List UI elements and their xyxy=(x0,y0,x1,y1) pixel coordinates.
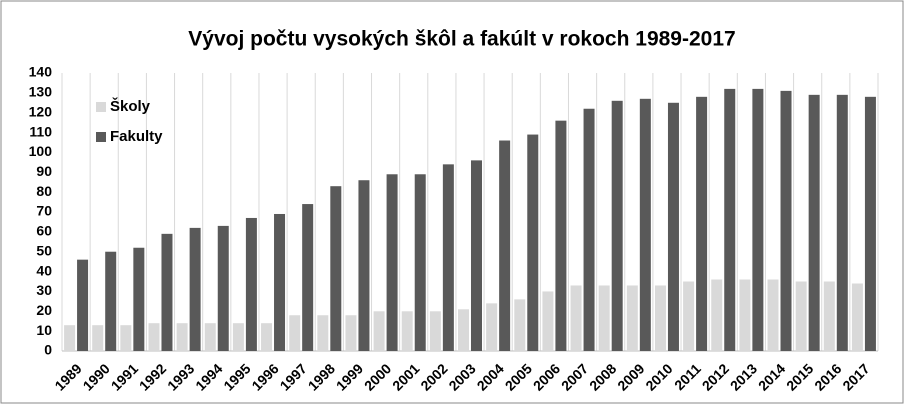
bar xyxy=(289,315,301,351)
y-tick-label: 100 xyxy=(29,143,53,159)
bar xyxy=(795,281,807,351)
bar xyxy=(527,134,539,351)
bar xyxy=(808,94,820,351)
bar xyxy=(486,303,498,351)
bar xyxy=(274,213,286,351)
bar xyxy=(611,100,623,351)
bar xyxy=(133,247,145,351)
y-tick-label: 80 xyxy=(36,183,52,199)
y-tick-label: 20 xyxy=(36,302,52,318)
bar xyxy=(414,174,426,351)
bar xyxy=(77,259,89,351)
bar xyxy=(471,160,482,351)
y-tick-label: 70 xyxy=(36,203,52,219)
bar xyxy=(499,140,511,351)
bar xyxy=(851,283,863,351)
bar xyxy=(442,164,454,351)
y-tick-label: 30 xyxy=(36,282,52,298)
y-tick-label: 140 xyxy=(29,64,53,80)
bar xyxy=(161,233,173,351)
chart-title: Vývoj počtu vysokých škôl a fakúlt v rok… xyxy=(188,28,735,51)
bar xyxy=(836,94,848,351)
bar xyxy=(330,186,342,351)
bar xyxy=(358,180,370,351)
bar xyxy=(780,90,792,351)
bar xyxy=(302,204,314,351)
y-tick-label: 40 xyxy=(36,262,52,278)
bar xyxy=(711,279,723,351)
bar xyxy=(401,311,413,351)
bar xyxy=(105,251,117,351)
bar xyxy=(570,285,582,351)
bar xyxy=(429,311,441,351)
bar xyxy=(626,285,638,351)
y-tick-label: 50 xyxy=(36,242,52,258)
bar xyxy=(120,325,132,351)
y-tick-label: 60 xyxy=(36,223,52,239)
bar xyxy=(683,281,695,351)
bar xyxy=(373,311,385,351)
bar xyxy=(345,315,357,351)
bar xyxy=(204,323,216,351)
bar xyxy=(752,88,764,351)
bar xyxy=(261,323,273,351)
bar xyxy=(232,323,244,351)
y-tick-label: 110 xyxy=(29,123,52,139)
bar xyxy=(64,325,76,351)
bar xyxy=(148,323,160,351)
bar xyxy=(864,96,876,351)
bar xyxy=(724,88,736,351)
bar xyxy=(386,174,398,351)
legend-swatch xyxy=(96,132,106,142)
bar xyxy=(555,120,567,352)
y-tick-label: 90 xyxy=(36,163,52,179)
bar xyxy=(639,98,651,351)
bar xyxy=(654,285,666,351)
bar xyxy=(767,279,779,351)
bar xyxy=(542,291,554,351)
y-tick-label: 10 xyxy=(36,322,52,338)
y-tick-label: 120 xyxy=(29,103,53,119)
bar xyxy=(317,315,329,351)
y-tick-label: 0 xyxy=(44,342,52,358)
bar xyxy=(598,285,610,351)
bar xyxy=(514,299,526,351)
bar xyxy=(458,309,469,351)
y-tick-label: 130 xyxy=(29,84,53,100)
bar xyxy=(667,102,679,352)
bar xyxy=(176,323,188,351)
bar xyxy=(696,96,708,351)
bar xyxy=(92,325,104,351)
bar xyxy=(217,225,229,351)
bar xyxy=(583,108,595,351)
legend-label: Školy xyxy=(110,97,151,115)
bar xyxy=(739,279,751,351)
legend-label: Fakulty xyxy=(110,128,163,145)
legend-swatch xyxy=(96,102,106,112)
bar xyxy=(245,217,257,351)
bar xyxy=(189,227,201,351)
bar xyxy=(823,281,835,351)
